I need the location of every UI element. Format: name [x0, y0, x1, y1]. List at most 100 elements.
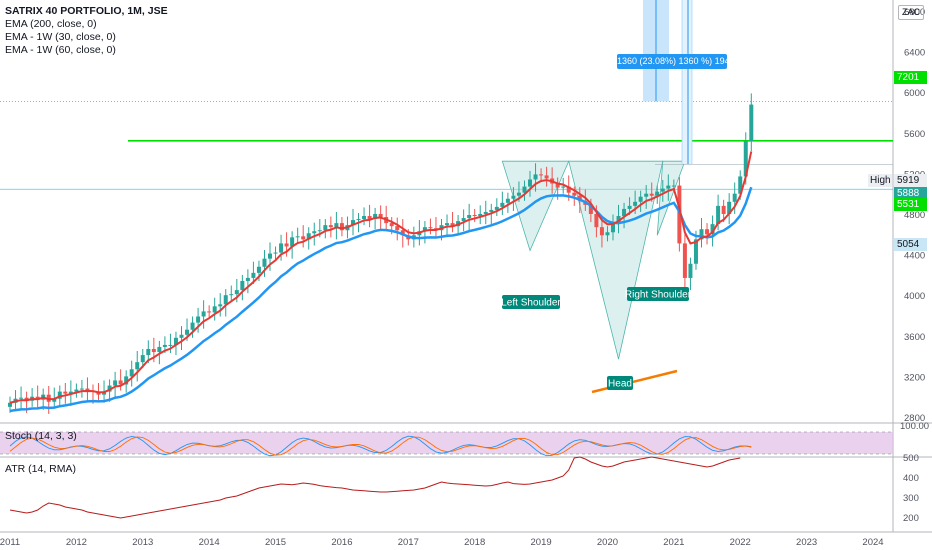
head-trend-line: [591, 369, 678, 394]
atr-axis-label: 300: [903, 493, 919, 504]
candle-body: [378, 213, 383, 218]
time-axis-label: 2019: [531, 537, 552, 548]
time-axis-label: 2016: [331, 537, 352, 548]
candle-body: [251, 272, 256, 278]
candle-body: [389, 223, 394, 227]
candle-body: [102, 391, 107, 395]
candle-body: [74, 389, 79, 392]
candle-body: [528, 179, 533, 187]
price-axis-label: 4400: [904, 251, 925, 262]
candle-body: [732, 193, 737, 202]
candle-body: [367, 216, 372, 220]
candle-body: [52, 398, 57, 402]
high-label: High: [870, 175, 891, 186]
time-axis-label: 2014: [199, 537, 220, 548]
candle-body: [500, 202, 505, 207]
stoch-d-line: [9, 436, 752, 456]
candle-body: [229, 294, 234, 296]
candle-body: [472, 215, 477, 217]
candle-body: [566, 186, 571, 193]
candle-body: [450, 223, 455, 227]
candle-body: [539, 174, 544, 176]
price-axis-label: 5600: [904, 129, 925, 140]
candle-body: [478, 213, 483, 217]
candle-body: [489, 209, 494, 212]
price-axis-label: 3600: [904, 332, 925, 343]
candle-body: [671, 185, 676, 187]
right-shoulder-region: [656, 160, 686, 236]
candle-body: [262, 258, 267, 267]
atr-line: [9, 456, 741, 519]
candle-body: [240, 280, 245, 291]
currency-badge[interactable]: ZAC: [898, 5, 924, 20]
candle-body: [362, 216, 367, 220]
candle-body: [395, 226, 400, 231]
candle-body: [483, 211, 488, 214]
measure-label: 1360 (23.08%) 1360 %) 1946: [617, 54, 727, 69]
price-axis-label: 4000: [904, 291, 925, 302]
time-axis-label: 2018: [464, 537, 485, 548]
candle-body: [273, 252, 278, 254]
candle-body: [268, 253, 273, 259]
last-price-tag: 5888: [894, 187, 927, 200]
candle-body: [561, 186, 566, 188]
candle-body: [234, 290, 239, 295]
candle-body: [301, 236, 306, 240]
candle-body: [218, 304, 223, 307]
candle-body: [113, 380, 118, 386]
price-axis-label: 6400: [904, 48, 925, 59]
atr-axis-label: 200: [903, 513, 919, 524]
candle-body: [577, 195, 582, 201]
stoch-axis-label: 100.00: [900, 421, 929, 432]
price-axis-label: 4800: [904, 210, 925, 221]
candle-body: [660, 188, 665, 192]
head-region: [568, 160, 664, 360]
candle-body: [655, 191, 660, 196]
measure-box-2: [681, 0, 693, 165]
price-axis-label: 2800: [904, 413, 925, 424]
stoch-band: [0, 432, 893, 454]
candle-body: [721, 205, 726, 214]
candle-body: [572, 192, 577, 196]
neckline-price-tag: 5054: [894, 238, 927, 251]
candle-body: [284, 243, 289, 247]
candle-body: [749, 104, 754, 141]
time-axis-label: 2022: [730, 537, 751, 548]
candle-body: [533, 174, 538, 180]
time-axis-label: 2020: [597, 537, 618, 548]
candle-body: [79, 388, 84, 390]
time-axis-label: 2017: [398, 537, 419, 548]
time-axis-label: 2024: [862, 537, 883, 548]
chart-legend: SATRIX 40 PORTFOLIO, 1M, JSE EMA (200, c…: [5, 5, 168, 57]
candle-body: [68, 391, 73, 394]
candle-body: [173, 337, 178, 345]
candle-body: [223, 295, 228, 305]
time-axis-label: 2012: [66, 537, 87, 548]
candle-body: [544, 175, 549, 179]
candle-body: [124, 376, 129, 385]
candle-body: [356, 219, 361, 221]
candle-body: [8, 402, 12, 407]
candle-body: [588, 204, 593, 214]
indicator-ema-200[interactable]: EMA (200, close, 0): [5, 18, 97, 30]
candle-body: [627, 205, 632, 209]
candle-body: [323, 225, 328, 231]
candle-body: [610, 223, 615, 233]
candle-body: [256, 266, 261, 273]
time-axis-label: 2015: [265, 537, 286, 548]
candle-body: [682, 243, 687, 278]
candle-body: [295, 236, 300, 238]
candle-body: [467, 215, 472, 219]
indicator-ema-60[interactable]: EMA - 1W (60, close, 0): [5, 44, 116, 56]
candle-body: [201, 311, 206, 317]
candle-body: [693, 239, 698, 264]
candle-body: [428, 227, 433, 229]
svg-text:Left Shoulder: Left Shoulder: [501, 298, 561, 309]
candle-body: [140, 355, 145, 363]
candle-body: [461, 218, 466, 222]
indicator-ema-30[interactable]: EMA - 1W (30, close, 0): [5, 31, 116, 43]
candle-body: [738, 176, 743, 194]
candle-body: [24, 397, 29, 401]
candle-body: [644, 193, 649, 197]
